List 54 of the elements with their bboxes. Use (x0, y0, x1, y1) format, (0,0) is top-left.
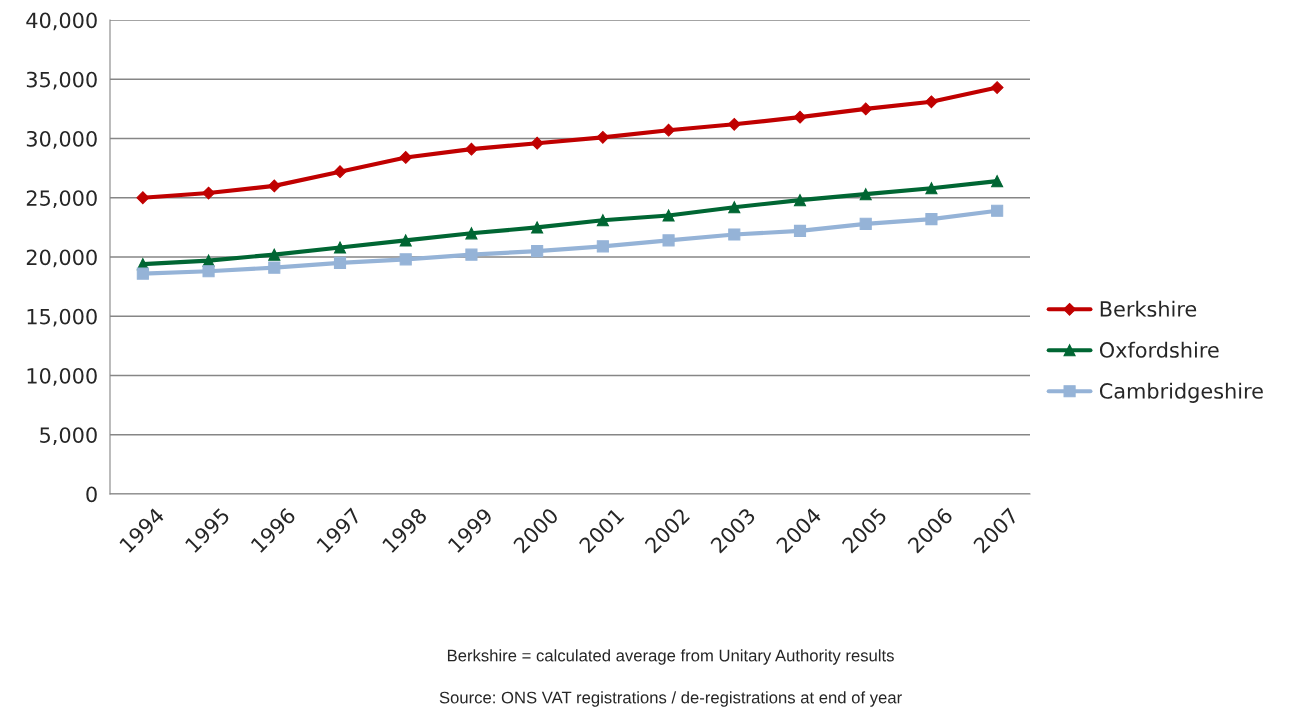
point (727, 117, 741, 131)
point (596, 240, 609, 253)
point (530, 136, 544, 150)
point (531, 221, 544, 234)
point (990, 81, 1004, 94)
y-tick-label: 5,000 (40, 427, 97, 446)
y-tick-label: 30,000 (26, 130, 97, 149)
point (333, 165, 347, 179)
point (399, 151, 413, 164)
point (662, 234, 675, 247)
y-tick-label: 0 (86, 486, 97, 503)
point (465, 142, 478, 156)
legend-label: Berkshire (1100, 300, 1197, 317)
y-tick-label: 15,000 (27, 308, 97, 327)
point (531, 245, 544, 258)
point (925, 182, 938, 195)
legend-label: Cambridgeshire (1099, 382, 1263, 403)
y-tick-label: 40,000 (26, 12, 97, 31)
point (333, 241, 347, 254)
point (859, 102, 873, 116)
point (662, 209, 675, 222)
point (728, 228, 741, 241)
point (793, 110, 807, 124)
y-tick-label: 25,000 (26, 190, 97, 209)
point (465, 227, 478, 240)
point (925, 213, 938, 226)
point (859, 217, 872, 230)
point (202, 186, 215, 200)
point (333, 256, 347, 269)
point (662, 123, 675, 137)
point (991, 175, 1004, 188)
point (596, 130, 610, 144)
point (268, 261, 281, 274)
y-tick-label: 10,000 (27, 367, 97, 386)
point (465, 248, 478, 261)
y-tick-label: 35,000 (26, 71, 97, 90)
point (925, 95, 938, 109)
point (399, 234, 412, 247)
point (399, 253, 412, 266)
point (268, 248, 281, 261)
point (793, 194, 807, 207)
legend-label: Oxfordshire (1099, 341, 1219, 358)
point (859, 188, 872, 201)
point (793, 224, 807, 238)
point (136, 191, 150, 205)
y-tick-label: 20,000 (26, 249, 97, 268)
source-note: Source: ONS VAT registrations / de-registrations at end of year (439, 691, 902, 707)
point (596, 214, 609, 227)
point (202, 265, 215, 278)
point (267, 179, 281, 193)
point (991, 204, 1004, 217)
point (136, 267, 149, 280)
point (728, 201, 741, 214)
text: Berkshire = calculated average from Unitary Authority results (447, 649, 894, 665)
